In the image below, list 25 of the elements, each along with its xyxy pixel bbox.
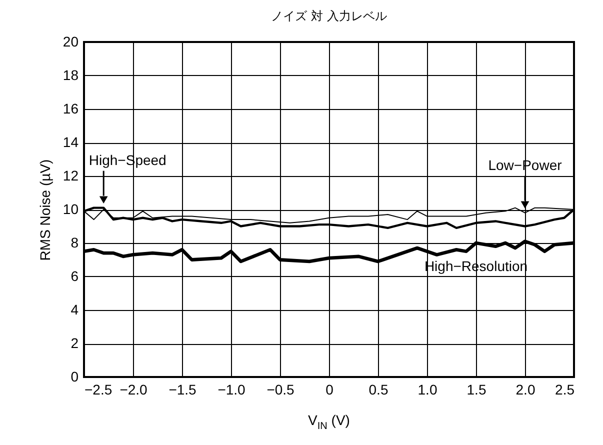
y-tick-label: 6 [70, 268, 79, 284]
y-tick-label: 8 [70, 234, 79, 250]
y-tick-label: 18 [62, 67, 79, 83]
y-tick-label: 20 [62, 34, 79, 50]
x-tick-label: 2.5 [555, 382, 575, 398]
x-tick-label: −0.5 [266, 382, 295, 398]
y-axis-title: RMS Noise (µV) [36, 159, 53, 261]
y-tick-label: 4 [70, 302, 79, 318]
x-tick-label: 0.5 [368, 382, 388, 398]
y-tick-label: 10 [62, 201, 79, 217]
x-tick-label: 1.5 [466, 382, 486, 398]
x-tick-label: −1.0 [218, 382, 246, 398]
y-tick-label: 12 [62, 168, 79, 184]
x-tick-label: 0 [326, 382, 334, 398]
y-tick-label: 16 [62, 100, 79, 116]
x-tick-label: −2.0 [120, 382, 148, 398]
x-tick-label: −2.5 [84, 382, 112, 398]
y-tick-label: 14 [62, 134, 79, 150]
x-tick-label: 2.0 [516, 382, 536, 398]
chart-title: ノイズ 対 入力レベル [271, 9, 387, 23]
x-axis-title: V$_{IN}$ (V) [307, 412, 351, 432]
x-tick-label: 1.0 [418, 382, 438, 398]
y-tick-label: 2 [70, 335, 79, 351]
x-tick-label: −1.5 [168, 382, 197, 398]
y-tick-label: 0 [70, 368, 79, 384]
